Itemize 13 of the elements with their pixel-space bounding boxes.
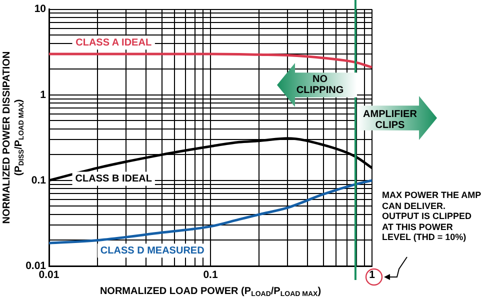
y-tick-label: 10 [34,3,46,16]
y-tick-label: 0.01 [26,260,46,272]
annotation: AMPLIFIER CLIPS [362,109,418,131]
text: MAX POWER THE AMP CAN DELIVER. OUTPUT IS CLIPPED AT THIS POWER LEVEL (THD = 10%) [382,190,482,242]
y-tick-label: 1 [40,88,46,101]
series-label: CLASS A IDEAL [76,37,152,48]
x-tick-label: 0.1 [203,269,218,282]
annotation: NO CLIPPING [295,74,345,96]
series-label: CLASS B IDEAL [75,173,152,184]
x-tick-label: 1 [369,269,376,282]
series-label: CLASS D MEASURED [100,245,204,256]
y-tick-label: 0.1 [31,174,46,186]
x-axis-title: NORMALIZED LOAD POWER (P$_{LOAD}$/P$_{LOAD MAX}$) [98,286,322,300]
